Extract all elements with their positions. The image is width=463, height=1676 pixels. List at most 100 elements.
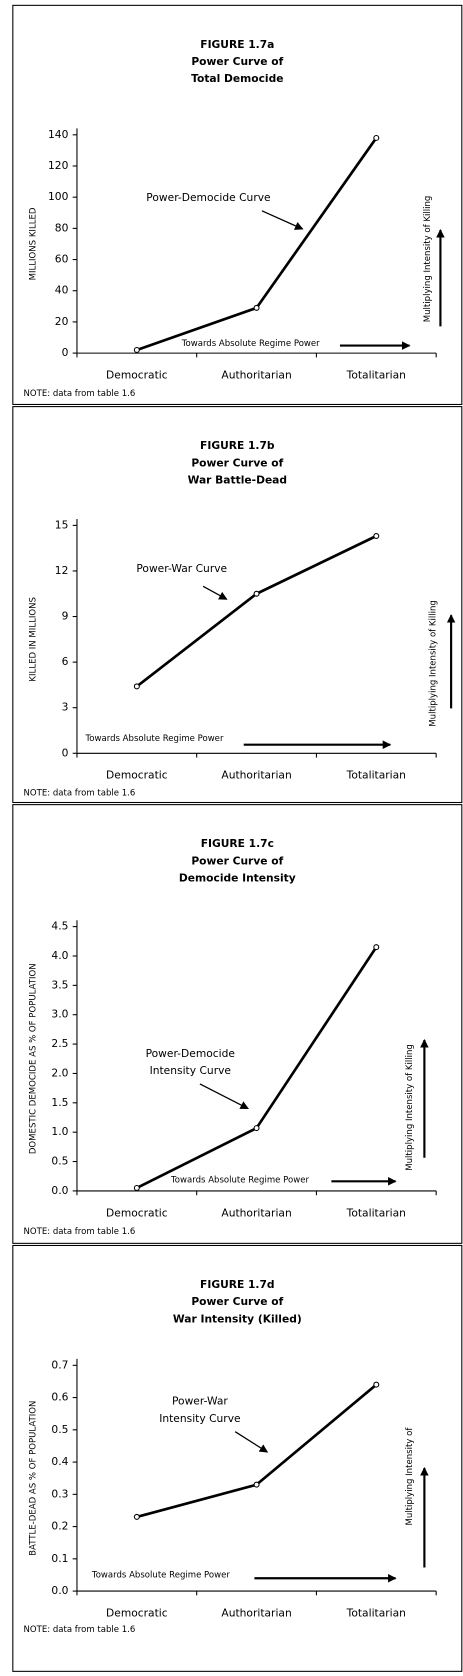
- y-tick-label: 0: [62, 746, 69, 759]
- power-label: Towards Absolute Regime Power: [85, 734, 224, 744]
- data-point: [253, 304, 260, 311]
- y-tick-label: 40: [55, 284, 69, 297]
- curve-arrow: [234, 1431, 269, 1453]
- y-tick-label: 20: [55, 315, 69, 328]
- y-axis-label: BATTLE-DEAD AS % OF POPULATION: [29, 1401, 39, 1556]
- y-tick-label: 0.7: [51, 1358, 68, 1371]
- power-label: Towards Absolute Regime Power: [170, 1176, 309, 1186]
- panel-border: [12, 406, 463, 804]
- curve-label: Power-Democide: [146, 1047, 235, 1060]
- x-tick-label: Democratic: [106, 1607, 168, 1620]
- y-tick-label: 3.5: [51, 978, 68, 991]
- y-tick-label: 0.1: [51, 1552, 68, 1565]
- y-tick-label: 80: [55, 221, 69, 234]
- note: NOTE: data from table 1.6: [24, 1227, 136, 1237]
- intensity-label: Multiplying Intensity of Killing: [428, 600, 438, 727]
- y-axis-label: MILLIONS KILLED: [29, 207, 39, 280]
- intensity-label: Multiplying Intensity of: [405, 1427, 415, 1526]
- curve-arrow: [199, 1083, 249, 1110]
- x-tick-label: Totalitarian: [346, 1607, 406, 1620]
- data-point: [133, 346, 140, 353]
- y-tick-label: 4.0: [51, 949, 68, 962]
- data-point: [133, 1513, 140, 1520]
- note: NOTE: data from table 1.6: [24, 1625, 136, 1635]
- power-label: Towards Absolute Regime Power: [91, 1571, 230, 1581]
- curve-label: Intensity Curve: [150, 1064, 231, 1077]
- y-tick-label: 0.4: [51, 1455, 68, 1468]
- chart-title: Power Curve of: [191, 854, 283, 867]
- x-tick-label: Authoritarian: [221, 1206, 291, 1219]
- data-line: [136, 137, 378, 352]
- y-tick-label: 12: [55, 564, 69, 577]
- chart-title: FIGURE 1.7a: [200, 38, 274, 51]
- y-tick-label: 0.5: [51, 1423, 68, 1436]
- y-tick-label: 100: [48, 190, 69, 203]
- intensity-label: Multiplying Intensity of Killing: [405, 1044, 415, 1171]
- y-tick-label: 1.5: [51, 1096, 68, 1109]
- x-tick-label: Totalitarian: [346, 769, 406, 782]
- charts: FIGURE 1.7a Power Curve of Total Democide 0…: [12, 4, 463, 1672]
- y-tick-label: 2.0: [51, 1066, 68, 1079]
- panel-border: [12, 4, 463, 405]
- y-tick-label: 0.6: [51, 1391, 68, 1404]
- x-tick-label: Democratic: [106, 769, 168, 782]
- chart-title: FIGURE 1.7d: [200, 1278, 275, 1291]
- chart-title: FIGURE 1.7c: [201, 837, 274, 850]
- curve-label: Intensity Curve: [159, 1412, 240, 1425]
- x-tick-label: Totalitarian: [346, 369, 406, 382]
- data-point: [253, 1125, 260, 1132]
- y-tick-label: 140: [48, 128, 69, 141]
- curve-label: Power-War Curve: [136, 562, 227, 575]
- panel-border: [12, 804, 463, 1244]
- chart-title: Power Curve of: [191, 1295, 283, 1308]
- curve-label: Power-War: [172, 1395, 228, 1408]
- x-tick-label: Authoritarian: [221, 769, 291, 782]
- y-tick-label: 0.0: [51, 1184, 68, 1197]
- x-tick-label: Totalitarian: [346, 1206, 406, 1219]
- chart-title: Power Curve of: [191, 456, 283, 469]
- x-tick-label: Authoritarian: [221, 1607, 291, 1620]
- y-tick-label: 3.0: [51, 1008, 68, 1021]
- data-point: [133, 1184, 140, 1191]
- y-tick-label: 6: [62, 655, 69, 668]
- note: NOTE: data from table 1.6: [24, 788, 136, 798]
- data-point: [373, 1381, 380, 1388]
- y-tick-label: 0: [62, 346, 69, 359]
- chart-title: War Intensity (Killed): [173, 1312, 302, 1325]
- y-tick-label: 0.2: [51, 1520, 68, 1533]
- y-tick-label: 120: [48, 159, 69, 172]
- y-tick-label: 3: [62, 701, 69, 714]
- data-point: [373, 533, 380, 540]
- y-tick-label: 15: [55, 518, 69, 531]
- curve-label: Power-Democide Curve: [146, 191, 270, 204]
- panel-border: [12, 1244, 463, 1672]
- y-tick-label: 1.0: [51, 1125, 68, 1138]
- chart-title: FIGURE 1.7b: [200, 439, 275, 452]
- data-point: [373, 944, 380, 951]
- y-tick-label: 9: [62, 610, 69, 623]
- y-axis-label: KILLED IN MILLIONS: [29, 597, 39, 682]
- power-label: Towards Absolute Regime Power: [181, 339, 320, 349]
- x-tick-label: Democratic: [106, 1206, 168, 1219]
- x-tick-label: Authoritarian: [221, 369, 291, 382]
- data-line: [136, 534, 377, 688]
- chart-title: War Battle-Dead: [188, 473, 287, 486]
- y-axis-label: DOMESTIC DEMOCIDE AS % OF POPULATION: [29, 963, 39, 1154]
- curve-arrow: [202, 585, 228, 600]
- data-point: [133, 683, 140, 690]
- data-point: [253, 590, 260, 597]
- data-point: [373, 134, 380, 141]
- chart-title: Total Democide: [191, 72, 283, 85]
- data-point: [253, 1481, 260, 1488]
- y-tick-label: 0.3: [51, 1487, 68, 1500]
- y-tick-label: 4.5: [51, 920, 68, 933]
- y-tick-label: 0.0: [51, 1584, 68, 1597]
- intensity-label: Multiplying Intensity of Killing: [423, 196, 433, 323]
- chart-title: Power Curve of: [191, 55, 283, 68]
- chart-title: Democide Intensity: [179, 871, 296, 884]
- y-tick-label: 60: [55, 253, 69, 266]
- x-tick-label: Democratic: [106, 369, 168, 382]
- y-tick-label: 0.5: [51, 1155, 68, 1168]
- y-tick-label: 2.5: [51, 1037, 68, 1050]
